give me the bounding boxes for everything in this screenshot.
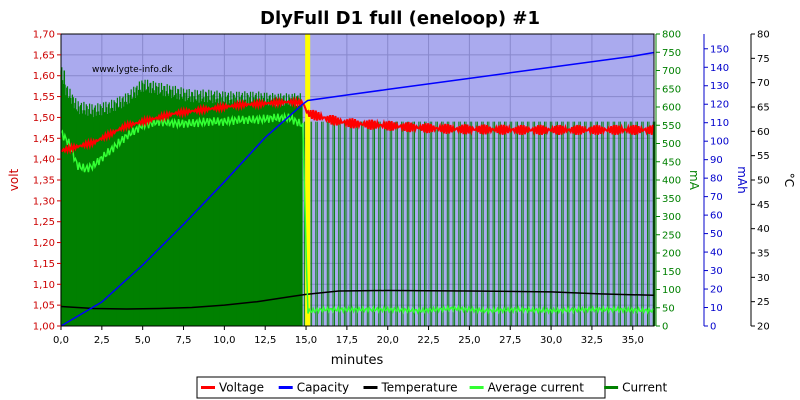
- mah-tick-label: 50: [710, 229, 723, 240]
- mah-tick-label: 10: [710, 303, 723, 314]
- x-tick-label: 5,0: [135, 335, 151, 346]
- mah-axis-label: mAh: [735, 166, 749, 194]
- ma-tick-label: 500: [662, 139, 681, 150]
- temp-tick-label: 70: [757, 78, 770, 89]
- ma-tick-label: 800: [662, 30, 681, 41]
- volt-tick-label: 1,70: [33, 30, 55, 41]
- chart-title: DlyFull D1 full (eneloop) #1: [260, 8, 540, 29]
- temp-tick-label: 60: [757, 127, 770, 138]
- mah-tick-label: 70: [710, 192, 723, 203]
- series-voltage: [60, 95, 654, 155]
- x-axis-label: minutes: [331, 353, 384, 368]
- x-tick-label: 15,0: [295, 335, 317, 346]
- ma-tick-label: 0: [662, 322, 668, 333]
- volt-tick-label: 1,05: [33, 301, 55, 312]
- volt-tick-label: 1,30: [33, 196, 55, 207]
- x-tick-label: 17,5: [336, 335, 358, 346]
- mah-tick-label: 100: [710, 137, 729, 148]
- ma-tick-label: 400: [662, 176, 681, 187]
- legend-item: Average current: [488, 381, 585, 395]
- mah-tick-label: 0: [710, 322, 716, 333]
- ma-tick-label: 450: [662, 157, 681, 168]
- ma-tick-label: 100: [662, 285, 681, 296]
- ma-tick-label: 600: [662, 103, 681, 114]
- mah-tick-label: 90: [710, 155, 723, 166]
- mah-tick-label: 120: [710, 100, 729, 111]
- x-tick-label: 22,5: [417, 335, 439, 346]
- temp-tick-label: 40: [757, 224, 770, 235]
- x-tick-label: 12,5: [254, 335, 276, 346]
- temp-tick-label: 80: [757, 30, 770, 41]
- ma-tick-label: 200: [662, 249, 681, 260]
- ma-tick-label: 550: [662, 121, 681, 132]
- ma-tick-label: 750: [662, 48, 681, 59]
- volt-tick-label: 1,45: [33, 134, 55, 145]
- volt-tick-label: 1,40: [33, 155, 55, 166]
- temp-tick-label: 55: [757, 151, 770, 162]
- volt-tick-label: 1,65: [33, 50, 55, 61]
- temp-tick-label: 45: [757, 200, 770, 211]
- watermark: www.lygte-info.dk: [92, 65, 173, 75]
- axes: 0,0 2,5 5,0 7,5 10,0 12,5 15,0 17,5 20,0 22,5 25,0…: [7, 30, 796, 347]
- temp-tick-label: 25: [757, 297, 770, 308]
- ma-tick-label: 300: [662, 212, 681, 223]
- legend-item: Current: [622, 381, 667, 395]
- volt-tick-label: 1,35: [33, 176, 55, 187]
- ma-axis-label: mA: [687, 170, 701, 191]
- mah-tick-label: 140: [710, 63, 729, 74]
- temp-axis-label: °C: [782, 173, 796, 187]
- series-average-current: [60, 111, 654, 316]
- mah-tick-label: 80: [710, 174, 723, 185]
- mah-tick-label: 150: [710, 44, 729, 55]
- ma-tick-label: 700: [662, 66, 681, 77]
- volt-tick-label: 1,00: [33, 322, 55, 333]
- x-tick-label: 32,5: [581, 335, 603, 346]
- x-tick-label: 35,0: [622, 335, 644, 346]
- end-marker: [305, 34, 311, 326]
- legend-item: Voltage: [219, 381, 264, 395]
- volt-tick-label: 1,50: [33, 113, 55, 124]
- volt-tick-label: 1,55: [33, 92, 55, 103]
- ma-tick-label: 350: [662, 194, 681, 205]
- temp-tick-label: 75: [757, 54, 770, 65]
- ma-tick-label: 250: [662, 230, 681, 241]
- volt-tick-label: 1,20: [33, 238, 55, 249]
- current-series: [60, 34, 656, 326]
- x-tick-label: 25,0: [458, 335, 480, 346]
- temp-tick-label: 20: [757, 322, 770, 333]
- x-tick-label: 20,0: [377, 335, 399, 346]
- legend: Voltage Capacity Temperature Average curren…: [196, 376, 667, 399]
- temp-tick-label: 30: [757, 273, 770, 284]
- volt-tick-label: 1,25: [33, 217, 55, 228]
- x-tick-label: 10,0: [213, 335, 235, 346]
- x-tick-label: 2,5: [94, 335, 110, 346]
- x-tick-label: 0,0: [53, 335, 69, 346]
- temp-tick-label: 35: [757, 249, 770, 260]
- series-lines: [60, 51, 655, 327]
- mah-tick-label: 30: [710, 266, 723, 277]
- series-temperature: [60, 289, 655, 310]
- mah-tick-label: 40: [710, 248, 723, 259]
- series-capacity: [60, 51, 655, 327]
- volt-tick-label: 1,10: [33, 280, 55, 291]
- x-tick-label: 30,0: [540, 335, 562, 346]
- volt-tick-label: 1,60: [33, 71, 55, 82]
- ma-tick-label: 650: [662, 84, 681, 95]
- ma-tick-label: 50: [662, 303, 675, 314]
- volt-tick-label: 1,15: [33, 259, 55, 270]
- mah-tick-label: 130: [710, 81, 729, 92]
- temp-tick-label: 50: [757, 176, 770, 187]
- ma-tick-label: 150: [662, 267, 681, 278]
- legend-item: Capacity: [297, 381, 349, 395]
- mah-tick-label: 20: [710, 285, 723, 296]
- volt-axis-label: volt: [7, 168, 21, 191]
- legend-item: Temperature: [381, 381, 458, 395]
- x-tick-label: 7,5: [176, 335, 192, 346]
- mah-tick-label: 110: [710, 118, 729, 129]
- temp-tick-label: 65: [757, 103, 770, 114]
- x-tick-label: 27,5: [499, 335, 521, 346]
- mah-tick-label: 60: [710, 211, 723, 222]
